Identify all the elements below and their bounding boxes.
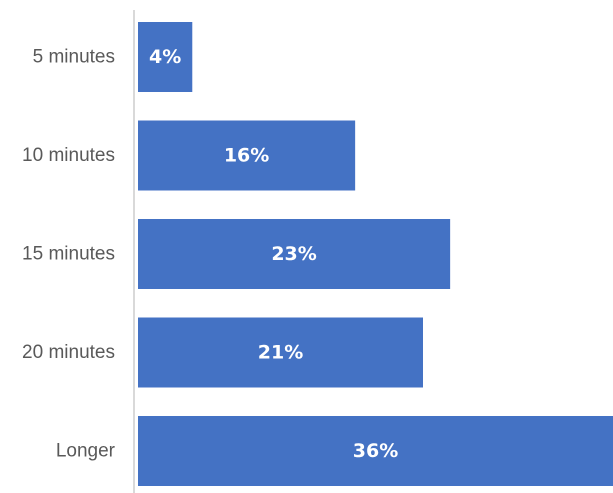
data-label: 4% [149,46,181,68]
data-label: 16% [224,145,269,167]
category-label: 15 minutes [22,244,115,265]
category-label: 10 minutes [22,145,115,166]
data-label: 21% [258,342,303,364]
bar-longer [138,416,613,486]
bar-20-minutes [138,317,423,388]
bar-10-minutes [138,120,356,191]
bar-5-minutes [138,22,193,92]
category-labels-group: 5 minutes 10 minutes 15 minutes 20 minutes L… [22,47,116,462]
data-labels-group: 4% 16% 23% 21% 36% [149,46,398,462]
data-label: 23% [271,243,316,265]
data-label: 36% [353,440,398,462]
category-label: 20 minutes [22,342,115,363]
category-label: 5 minutes [33,47,115,68]
bars-group [138,22,613,486]
category-label: Longer [56,441,116,462]
bar-15-minutes [138,219,451,289]
